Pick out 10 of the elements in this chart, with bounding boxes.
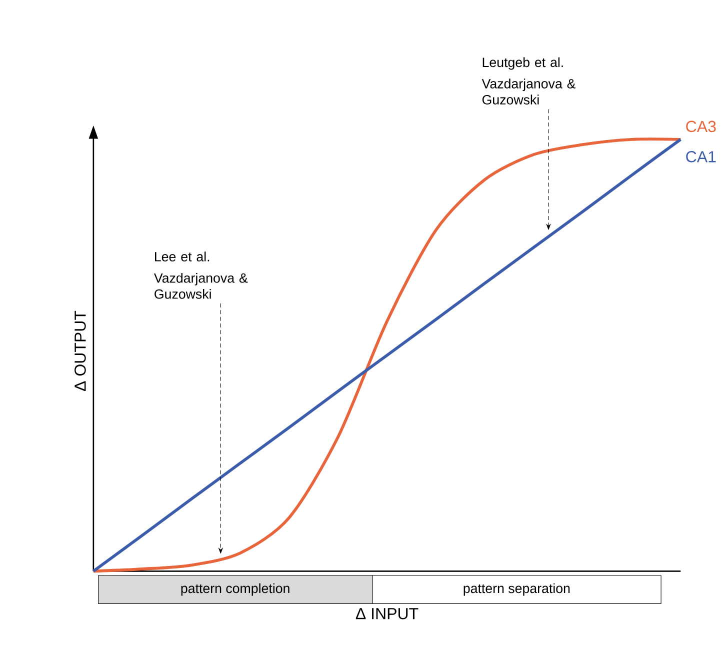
x-axis-title: Δ INPUT xyxy=(356,608,418,620)
y-axis-title: Δ OUTPUT xyxy=(74,310,86,392)
annotation: Vazdarjanova & Guzowski xyxy=(154,272,248,299)
annotation: Lee et al. xyxy=(155,252,210,262)
text: pattern separation xyxy=(464,583,570,596)
text: pattern completion xyxy=(181,583,290,596)
series-label: CA3 xyxy=(686,120,716,132)
text: Vazdarjanova & Guzowski xyxy=(482,78,576,105)
text: Leutgeb et al. xyxy=(482,57,563,70)
series-label: CA1 xyxy=(686,151,716,162)
